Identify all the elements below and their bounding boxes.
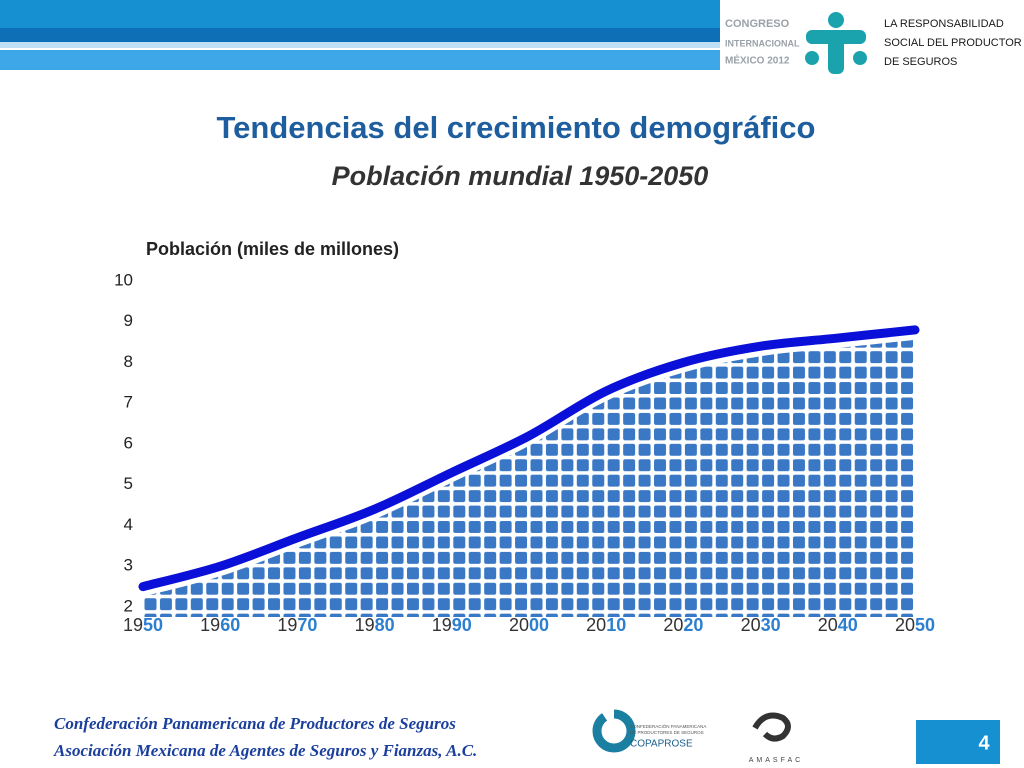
y-tick-label: 6 [124, 433, 133, 452]
header-band [0, 28, 720, 42]
tick-part: 20 [663, 615, 683, 635]
x-tick-label: 1960 [200, 615, 240, 635]
y-tick-label: 10 [114, 270, 133, 289]
x-tick-label: 2030 [741, 615, 781, 635]
y-tick-label: 5 [124, 474, 133, 493]
tick-part: 70 [297, 615, 317, 635]
logo-text: CONGRESO [725, 18, 790, 30]
footer-text: Confederación Panamericana de Productore… [53, 714, 477, 760]
logo-text: CONFEDERACIÓN PANAMERICANA [630, 723, 706, 729]
copaprose-logo: CONFEDERACIÓN PANAMERICANA DE PRODUCTORE… [592, 709, 706, 753]
tick-part: 19 [123, 615, 143, 635]
tick-part: 19 [432, 615, 452, 635]
page-badge [916, 720, 1000, 764]
x-tick-label: 1980 [355, 615, 395, 635]
tick-part: 20 [586, 615, 606, 635]
y-axis-title: Población (miles de millones) [146, 239, 399, 259]
x-tick-label: 1950 [123, 615, 163, 635]
tick-part: 80 [375, 615, 395, 635]
line [138, 325, 920, 592]
footer-line: Confederación Panamericana de Productore… [54, 714, 456, 733]
logo-text: COPAPROSE [630, 739, 693, 750]
logo-figure [805, 12, 867, 74]
x-tick-label: 2040 [818, 615, 858, 635]
tick-part: 20 [741, 615, 761, 635]
motto-line: DE SEGUROS [884, 56, 957, 68]
y-tick-label: 8 [124, 352, 133, 371]
amasfac-logo: AMASFAC [749, 712, 803, 764]
logo-text: MÉXICO 2012 [725, 54, 790, 67]
motto-line: LA RESPONSABILIDAD [884, 18, 1004, 30]
tick-part: 19 [355, 615, 375, 635]
motto: LA RESPONSABILIDAD SOCIAL DEL PRODUCTOR … [884, 18, 1022, 68]
y-tick-label: 7 [124, 393, 133, 412]
x-tick-label: 1990 [432, 615, 472, 635]
tick-part: 40 [838, 615, 858, 635]
x-tick-label: 2010 [586, 615, 626, 635]
tick-part: 19 [200, 615, 220, 635]
motto-line: SOCIAL DEL PRODUCTOR [884, 37, 1022, 49]
y-tick-label: 2 [124, 596, 133, 615]
congress-logo: CONGRESO INTERNACIONAL MÉXICO 2012 [725, 18, 800, 67]
tick-part: 20 [895, 615, 915, 635]
x-tick-label: 2050 [895, 615, 935, 635]
logo-text: DE PRODUCTORES DE SEGUROS [630, 730, 704, 735]
tick-part: 90 [452, 615, 472, 635]
y-tick-label: 3 [124, 556, 133, 575]
tick-part: 30 [761, 615, 781, 635]
header-band [0, 42, 720, 48]
page-number: 4 [978, 732, 990, 754]
tick-part: 19 [277, 615, 297, 635]
tick-part: 20 [818, 615, 838, 635]
header-band [0, 50, 720, 70]
footer-line: Asociación Mexicana de Agentes de Seguro… [53, 741, 477, 760]
chart-subtitle: Población mundial 1950-2050 [332, 161, 709, 191]
tick-part: 10 [606, 615, 626, 635]
tick-part: 50 [915, 615, 935, 635]
tick-part: 50 [143, 615, 163, 635]
y-tick-label: 4 [124, 515, 133, 534]
y-tick-label: 9 [124, 311, 133, 330]
x-tick-label: 2020 [663, 615, 703, 635]
dot-area [143, 339, 915, 617]
header-band [0, 0, 720, 28]
x-tick-label: 1970 [277, 615, 317, 635]
x-tick-label: 2000 [509, 615, 549, 635]
tick-part: 00 [529, 615, 549, 635]
tick-part: 60 [220, 615, 240, 635]
tick-part: 20 [683, 615, 703, 635]
logo-text: AMASFAC [749, 757, 803, 764]
tick-part: 20 [509, 615, 529, 635]
logo-text: INTERNACIONAL [725, 38, 800, 48]
chart-title: Tendencias del crecimiento demográfico [217, 110, 816, 145]
